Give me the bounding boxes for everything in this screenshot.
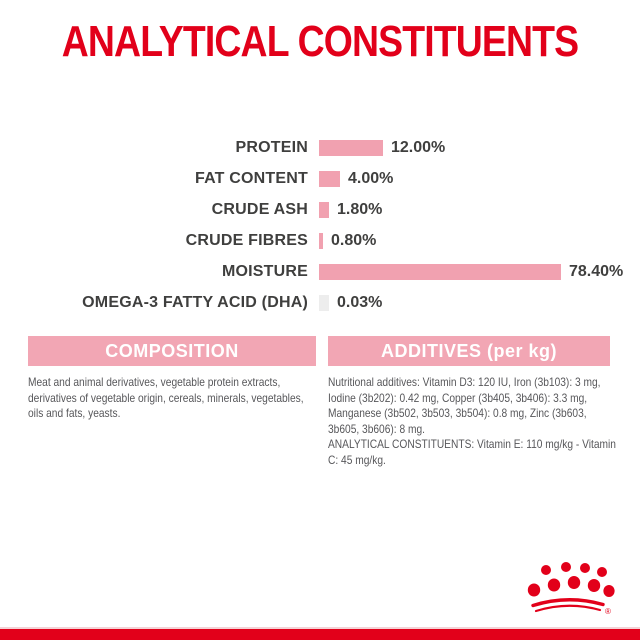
additives-nutritional-text: Nutritional additives: Vitamin D3: 120 I… xyxy=(328,375,601,436)
composition-text: Meat and animal derivatives, vegetable p… xyxy=(28,375,304,420)
bar xyxy=(319,170,340,187)
chart-row-omega3-dha: OMEGA-3 FATTY ACID (DHA) 0.03% xyxy=(0,287,640,318)
registered-mark-icon: ® xyxy=(605,607,611,616)
bar-value: 1.80% xyxy=(337,200,383,218)
bar-value: 0.80% xyxy=(331,231,377,249)
row-label: PROTEIN xyxy=(235,138,308,156)
bar-value: 78.40% xyxy=(569,262,624,280)
chart-row-crude-fibres: CRUDE FIBRES 0.80% xyxy=(0,225,640,256)
bar xyxy=(319,232,323,249)
footer-red-bar xyxy=(0,629,640,640)
royal-canin-crown-icon: ® xyxy=(527,562,615,616)
composition-header: COMPOSITION xyxy=(28,336,316,366)
chart-row-crude-ash: CRUDE ASH 1.80% xyxy=(0,194,640,225)
bar-value: 0.03% xyxy=(337,293,383,311)
row-label: CRUDE ASH xyxy=(211,200,308,218)
additives-text: Nutritional additives: Vitamin D3: 120 I… xyxy=(328,375,618,468)
bar xyxy=(319,263,561,280)
bar-value: 4.00% xyxy=(348,169,394,187)
chart-row-fat-content: FAT CONTENT 4.00% xyxy=(0,163,640,194)
row-label: CRUDE FIBRES xyxy=(185,231,308,249)
footer-divider xyxy=(0,627,640,629)
additives-analytical-text: ANALYTICAL CONSTITUENTS: Vitamin E: 110 … xyxy=(328,437,616,467)
bar xyxy=(319,294,329,311)
row-label: FAT CONTENT xyxy=(194,169,308,187)
bar-value: 12.00% xyxy=(391,138,446,156)
additives-header: ADDITIVES (per kg) xyxy=(328,336,610,366)
bar xyxy=(319,139,383,156)
page-title: ANALYTICAL CONSTITUENTS xyxy=(61,17,579,66)
bar xyxy=(319,201,329,218)
chart-row-moisture: MOISTURE 78.40% xyxy=(0,256,640,287)
row-label: OMEGA-3 FATTY ACID (DHA) xyxy=(82,293,308,311)
analytical-constituents-chart: PROTEIN 12.00% FAT CONTENT 4.00% CRUDE A… xyxy=(0,132,640,318)
row-label: MOISTURE xyxy=(221,262,308,280)
chart-row-protein: PROTEIN 12.00% xyxy=(0,132,640,163)
